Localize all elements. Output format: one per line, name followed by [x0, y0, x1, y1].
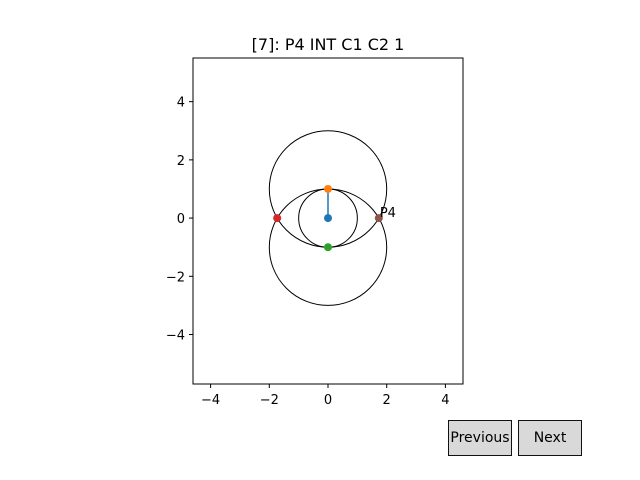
x-tick-label: 2	[383, 393, 391, 408]
y-tick-label: −4	[166, 329, 185, 344]
y-tick-label: 4	[177, 96, 185, 111]
point-4	[273, 214, 282, 223]
x-tick-label: 4	[441, 393, 449, 408]
plot-area: P4 −4 −2 0 2 4 −4 −2 0 2 4	[166, 57, 464, 408]
x-tick-label: −4	[201, 393, 220, 408]
previous-button[interactable]: Previous	[448, 420, 512, 456]
chart-title: [7]: P4 INT C1 C2 1	[252, 35, 405, 54]
point-1	[324, 214, 332, 223]
y-tick-label: −2	[166, 270, 185, 285]
y-tick-label: 2	[177, 154, 185, 169]
next-button[interactable]: Next	[518, 420, 582, 456]
point-5	[374, 214, 383, 223]
point-3	[324, 243, 332, 252]
point-label-5: P4	[380, 206, 396, 221]
point-2	[324, 184, 332, 193]
y-tick-label: 0	[177, 212, 185, 227]
x-tick-label: −2	[260, 393, 279, 408]
x-tick-label: 0	[324, 393, 332, 408]
